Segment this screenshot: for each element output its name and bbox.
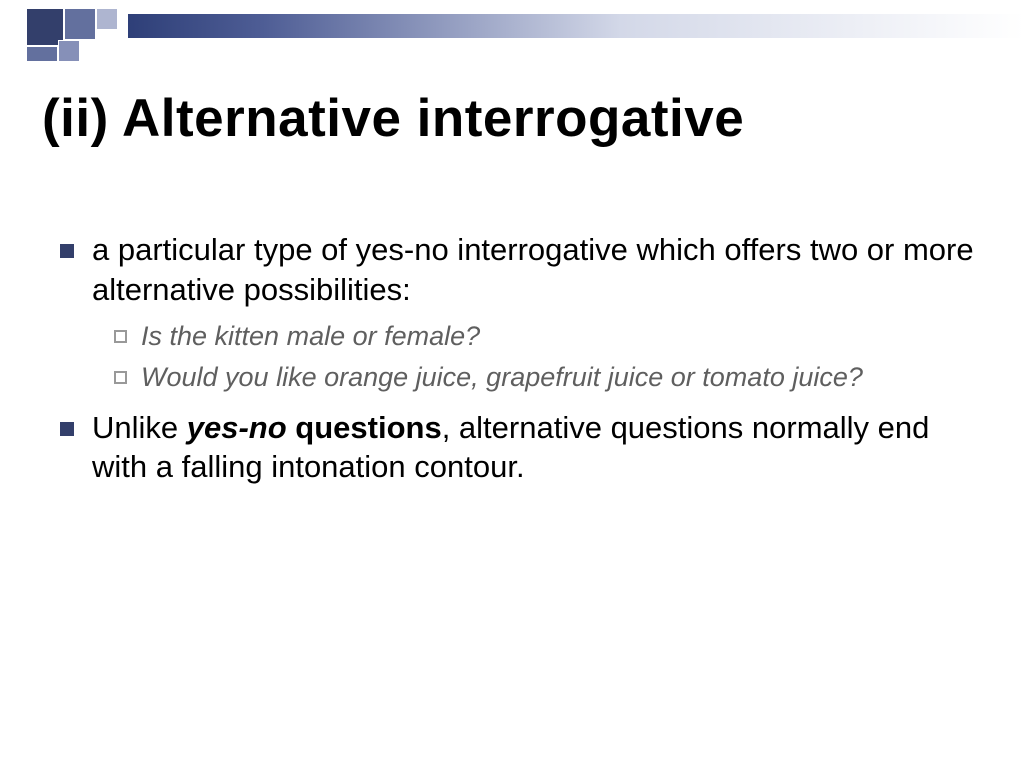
- bullet-1b: Would you like orange juice, grapefruit …: [114, 360, 984, 395]
- bullet-2-mid: questions: [287, 410, 442, 445]
- hollow-bullet-icon: [114, 371, 127, 384]
- bullet-2: Unlike yes-no questions, alternative que…: [60, 408, 984, 487]
- bullet-1-text: a particular type of yes-no interrogativ…: [92, 230, 984, 309]
- bullet-1a: Is the kitten male or female?: [114, 319, 984, 354]
- bullet-1-em: yes-no: [356, 232, 449, 267]
- bullet-1: a particular type of yes-no interrogativ…: [60, 230, 984, 309]
- bullet-2-before: Unlike: [92, 410, 187, 445]
- top-decoration: [0, 0, 1024, 60]
- slide: (ii) Alternative interrogative a particu…: [0, 0, 1024, 768]
- hollow-bullet-icon: [114, 330, 127, 343]
- square-bullet-icon: [60, 422, 74, 436]
- bullet-1b-text: Would you like orange juice, grapefruit …: [141, 360, 984, 395]
- bullet-2-em1: yes-no: [187, 410, 287, 445]
- square-bullet-icon: [60, 244, 74, 258]
- bullet-1-before: a particular type of: [92, 232, 356, 267]
- slide-title: (ii) Alternative interrogative: [42, 88, 744, 149]
- bullet-1a-text: Is the kitten male or female?: [141, 319, 984, 354]
- top-gradient-bar: [128, 14, 1024, 38]
- slide-body: a particular type of yes-no interrogativ…: [60, 230, 984, 497]
- bullet-2-text: Unlike yes-no questions, alternative que…: [92, 408, 984, 487]
